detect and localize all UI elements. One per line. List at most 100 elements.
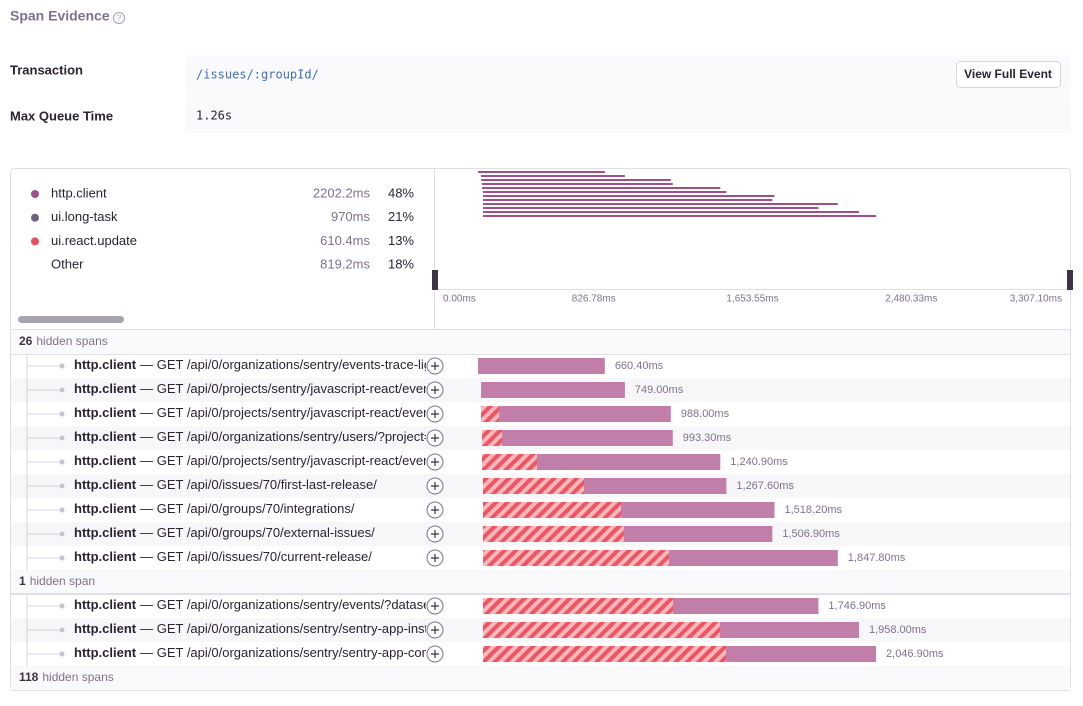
expand-icon bbox=[431, 530, 439, 538]
span-duration: 1,958.00ms bbox=[869, 624, 927, 636]
span-duration: 1,267.60ms bbox=[736, 480, 794, 492]
expand-icon bbox=[431, 362, 439, 370]
queue-bar bbox=[482, 430, 503, 446]
minimap-span bbox=[483, 191, 727, 193]
span-label: http.client — GET /api/0/issues/70/curren… bbox=[74, 549, 372, 564]
op-name: http.client bbox=[51, 185, 107, 200]
minimap-tick-label: 826.78ms bbox=[572, 294, 616, 305]
tree-dot bbox=[59, 459, 65, 465]
span-duration: 1,506.90ms bbox=[782, 528, 840, 540]
minimap-span bbox=[483, 215, 877, 217]
expand-icon bbox=[431, 386, 439, 394]
op-percent: 21% bbox=[388, 209, 414, 224]
span-op: http.client bbox=[74, 597, 137, 612]
span-description: — GET /api/0/projects/sentry/javascript-… bbox=[140, 453, 430, 468]
scrollbar[interactable] bbox=[18, 316, 124, 323]
expand-icon bbox=[431, 434, 439, 442]
op-name: ui.react.update bbox=[51, 233, 137, 248]
span-label: http.client — GET /api/0/organizations/se… bbox=[74, 645, 433, 660]
span-description: — GET /api/0/organizations/sentry/events… bbox=[140, 357, 431, 372]
tree-dot bbox=[59, 531, 65, 537]
minimap-handle[interactable] bbox=[432, 270, 438, 290]
span-duration: 1,746.90ms bbox=[828, 600, 886, 612]
span-bar bbox=[481, 382, 625, 398]
minimap-tick-label: 2,480.33ms bbox=[885, 294, 937, 305]
hidden-row-bg bbox=[11, 330, 1070, 354]
evidence-label: Transaction bbox=[10, 62, 83, 77]
minimap-span bbox=[478, 171, 605, 173]
span-label: http.client — GET /api/0/projects/sentry/… bbox=[74, 405, 430, 420]
queue-bar bbox=[483, 646, 727, 662]
evidence-value: 1.26s bbox=[196, 109, 232, 123]
span-description: — GET /api/0/organizations/sentry/users/… bbox=[140, 429, 431, 444]
view-full-event-button[interactable]: View Full Event bbox=[956, 61, 1061, 88]
span-label: http.client — GET /api/0/groups/70/extern… bbox=[74, 525, 375, 540]
op-duration: 2202.2ms bbox=[313, 185, 371, 200]
op-name: ui.long-task bbox=[51, 209, 118, 224]
value-cell bbox=[185, 55, 1071, 96]
op-percent: 48% bbox=[388, 185, 414, 200]
minimap-span bbox=[482, 187, 721, 189]
queue-bar bbox=[483, 526, 624, 542]
minimap-tick-label: 0.00ms bbox=[443, 294, 476, 305]
span-op: http.client bbox=[74, 453, 137, 468]
span-description: — GET /api/0/projects/sentry/javascript-… bbox=[140, 405, 430, 420]
span-bar bbox=[482, 454, 721, 470]
minimap-span bbox=[483, 203, 838, 205]
span-duration: 2,046.90ms bbox=[886, 648, 944, 660]
op-duration: 970ms bbox=[331, 209, 371, 224]
help-icon[interactable]: ? bbox=[113, 12, 125, 24]
span-description: — GET /api/0/organizations/sentry/sentry… bbox=[140, 621, 428, 636]
span-description: — GET /api/0/projects/sentry/javascript-… bbox=[140, 381, 430, 396]
minimap-span bbox=[483, 207, 819, 209]
span-op: http.client bbox=[74, 429, 137, 444]
evidence-label: Max Queue Time bbox=[10, 108, 113, 123]
span-label: http.client — GET /api/0/groups/70/integr… bbox=[74, 501, 355, 516]
span-op: http.client bbox=[74, 501, 137, 516]
tree-dot bbox=[59, 627, 65, 633]
op-duration: 819.2ms bbox=[320, 257, 370, 272]
tree-dot bbox=[59, 555, 65, 561]
span-op: http.client bbox=[74, 357, 137, 372]
op-percent: 18% bbox=[388, 257, 414, 272]
minimap-span bbox=[483, 199, 773, 201]
span-duration: 993.30ms bbox=[683, 432, 732, 444]
span-op: http.client bbox=[74, 549, 137, 564]
queue-bar bbox=[483, 502, 622, 518]
span-description: — GET /api/0/groups/70/external-issues/ bbox=[140, 525, 375, 540]
span-duration: 1,847.80ms bbox=[848, 552, 906, 564]
button-label[interactable]: View Full Event bbox=[964, 67, 1052, 81]
span-label: http.client — GET /api/0/organizations/se… bbox=[74, 429, 431, 444]
span-label: http.client — GET /api/0/organizations/se… bbox=[74, 357, 431, 372]
span-op: http.client bbox=[74, 525, 137, 540]
span-label: http.client — GET /api/0/issues/70/first-… bbox=[74, 477, 377, 492]
transaction-link[interactable]: /issues/:groupId/ bbox=[196, 68, 319, 82]
minimap-tick-label: 1,653.55ms bbox=[726, 294, 778, 305]
span-op: http.client bbox=[74, 477, 137, 492]
queue-bar bbox=[483, 478, 585, 494]
op-dot bbox=[31, 237, 39, 246]
span-description: — GET /api/0/organizations/sentry/events… bbox=[140, 597, 434, 612]
tree-dot bbox=[59, 483, 65, 489]
minimap-handle[interactable] bbox=[1067, 270, 1073, 290]
span-op: http.client bbox=[74, 381, 137, 396]
minimap-tick-label: 3,307.10ms bbox=[1010, 294, 1062, 305]
expand-icon bbox=[431, 410, 439, 418]
hidden-label: hidden spans bbox=[36, 334, 107, 348]
span-duration: 1,518.20ms bbox=[785, 504, 843, 516]
span-label: http.client — GET /api/0/organizations/se… bbox=[74, 621, 429, 636]
section-title: Span Evidence bbox=[10, 8, 110, 24]
minimap-span bbox=[481, 179, 671, 181]
span-op: http.client bbox=[74, 405, 137, 420]
op-dot bbox=[31, 213, 39, 222]
minimap-span bbox=[483, 195, 775, 197]
hidden-count: 26 bbox=[19, 334, 33, 348]
span-label: http.client — GET /api/0/projects/sentry/… bbox=[74, 453, 430, 468]
span-duration: 988.00ms bbox=[681, 408, 730, 420]
value-cell bbox=[185, 96, 1071, 133]
expand-icon bbox=[431, 482, 439, 490]
span-description: — GET /api/0/organizations/sentry/sentry… bbox=[140, 645, 432, 660]
queue-bar bbox=[481, 406, 500, 422]
